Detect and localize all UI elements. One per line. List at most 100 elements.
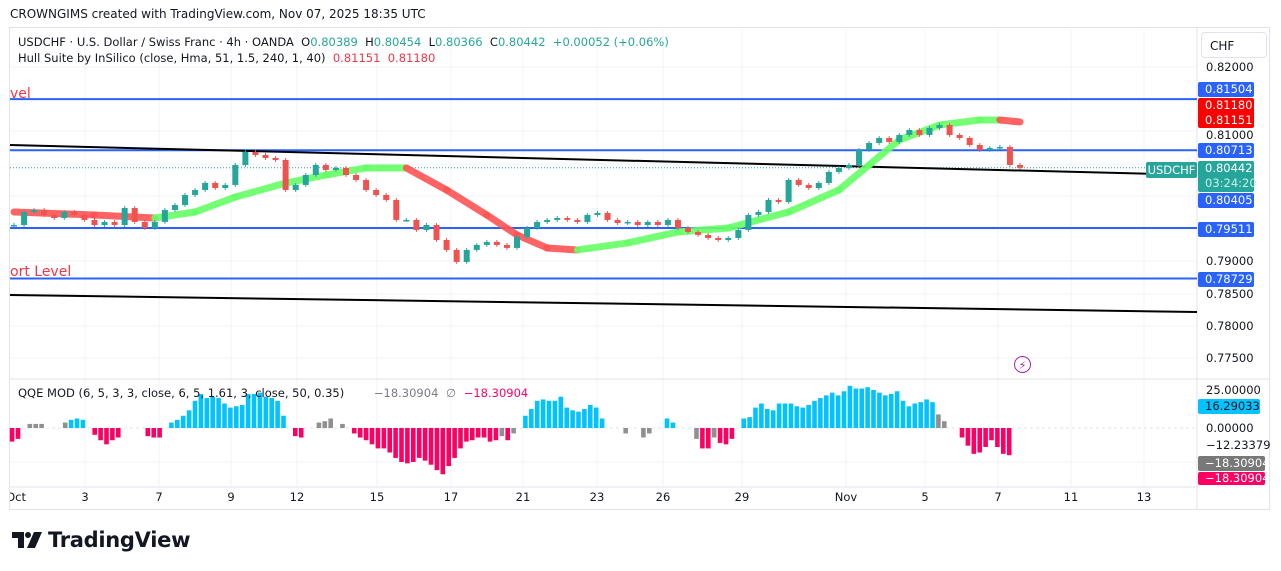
qqe-bar	[1006, 428, 1012, 456]
hull-value-1: 0.81151	[332, 51, 381, 65]
candle-body	[171, 205, 178, 210]
qqe-bar	[475, 428, 481, 438]
qqe-bar	[753, 407, 758, 428]
lightning-icon[interactable]: ⚡	[1014, 356, 1031, 373]
candle-body	[996, 146, 1003, 149]
qqe-bar	[381, 428, 387, 449]
qqe-bar	[770, 410, 776, 428]
hull-value-2: 0.81180	[387, 51, 436, 65]
candle-body	[956, 134, 963, 139]
qqe-bar	[552, 400, 558, 428]
qqe-bar	[175, 419, 180, 428]
candle-body	[906, 129, 913, 135]
hull-band-segment	[402, 164, 451, 194]
qqe-bar	[729, 428, 735, 439]
candle-body	[886, 138, 893, 142]
candle-body	[845, 164, 852, 168]
candle-body	[604, 212, 611, 220]
candle-body	[182, 194, 189, 206]
qqe-bar	[747, 417, 752, 428]
currency-button[interactable]: CHF	[1201, 32, 1267, 58]
qqe-legend[interactable]: QQE MOD (6, 5, 3, 3, close, 6, 5, 1.61, …	[18, 386, 528, 400]
qqe-bar	[706, 428, 711, 449]
candle-body	[705, 234, 712, 238]
qqe-bar	[776, 403, 782, 428]
hull-legend[interactable]: Hull Suite by InSilico (close, Hma, 51, …	[18, 51, 435, 65]
qqe-bar	[877, 392, 882, 428]
open-label: O	[301, 35, 311, 49]
qqe-bar	[859, 388, 864, 428]
candle-body	[423, 224, 430, 230]
candle-body	[785, 179, 792, 202]
candle-body	[141, 221, 148, 228]
qqe-bar	[281, 415, 286, 428]
symbol-legend[interactable]: USDCHF · U.S. Dollar / Swiss Franc · 4h …	[18, 35, 669, 49]
candle-body	[151, 221, 158, 228]
qqe-bar	[959, 428, 965, 438]
qqe-bar	[723, 428, 729, 445]
candle-body	[966, 138, 973, 145]
qqe-bar	[894, 391, 900, 428]
qqe-bar	[558, 396, 564, 428]
chart-frame	[9, 27, 1270, 510]
qqe-bar	[800, 407, 805, 428]
qqe-bar	[245, 394, 251, 428]
qqe-bar	[647, 428, 652, 434]
candle-body	[584, 214, 591, 222]
time-tick: Nov	[834, 490, 858, 504]
resistance-2-badge: 0.80713	[1198, 143, 1254, 158]
hull-name: Hull Suite by InSilico (close, Hma, 51, …	[18, 51, 326, 65]
qqe-bar	[422, 428, 428, 461]
hull-band-segment	[151, 208, 199, 222]
hull-band-segment	[785, 186, 843, 216]
qqe-bar	[322, 421, 328, 428]
qqe-bar	[593, 407, 599, 428]
candle-body	[161, 209, 168, 222]
support-level-text: ort Level	[10, 264, 72, 280]
candle-body	[292, 184, 299, 191]
qqe-gray-badge: −18.30904	[1198, 456, 1270, 471]
time-tick: 7	[994, 490, 1002, 504]
tradingview-logo[interactable]: TradingView	[12, 528, 190, 552]
qqe-bar	[912, 403, 918, 428]
qqe-bar	[505, 428, 510, 441]
time-tick: 9	[227, 490, 235, 504]
high-label: H	[365, 35, 374, 49]
qqe-bar	[416, 428, 422, 458]
candle-body	[302, 174, 309, 185]
qqe-bar	[511, 428, 516, 434]
qqe-bar	[228, 407, 233, 428]
qqe-bar	[623, 428, 628, 434]
qqe-bar	[918, 402, 923, 428]
candle-body	[725, 237, 732, 240]
qqe-bar	[387, 428, 392, 453]
candle-body	[242, 151, 249, 165]
price-tick: 0.78500	[1206, 287, 1254, 301]
candle-body	[473, 244, 480, 250]
candle-body	[1006, 146, 1013, 165]
candle-body	[192, 190, 199, 195]
time-tick: 3	[81, 490, 89, 504]
qqe-value-1: −18.30904	[373, 386, 439, 400]
candle-body	[866, 142, 873, 150]
candle-body	[514, 236, 520, 248]
brand-name: TradingView	[48, 528, 191, 552]
candle-body	[1017, 164, 1023, 168]
candle-body	[31, 209, 38, 212]
candle-body	[775, 199, 782, 202]
qqe-bar	[847, 385, 853, 428]
hull-band-segment	[865, 136, 903, 169]
candle-body	[342, 167, 349, 175]
qqe-bar	[198, 394, 204, 428]
qqe-tick: −12.23379	[1206, 438, 1271, 452]
qqe-bar	[493, 428, 499, 441]
qqe-name: QQE MOD (6, 5, 3, 3, close, 6, 5, 1.61, …	[18, 386, 345, 400]
candle-body	[916, 129, 923, 135]
qqe-bar	[900, 400, 906, 428]
candle-body	[936, 125, 943, 128]
qqe-bar	[369, 428, 375, 445]
qqe-bar	[883, 395, 888, 428]
hull-band-segment	[191, 193, 239, 216]
candle-body	[735, 229, 742, 238]
